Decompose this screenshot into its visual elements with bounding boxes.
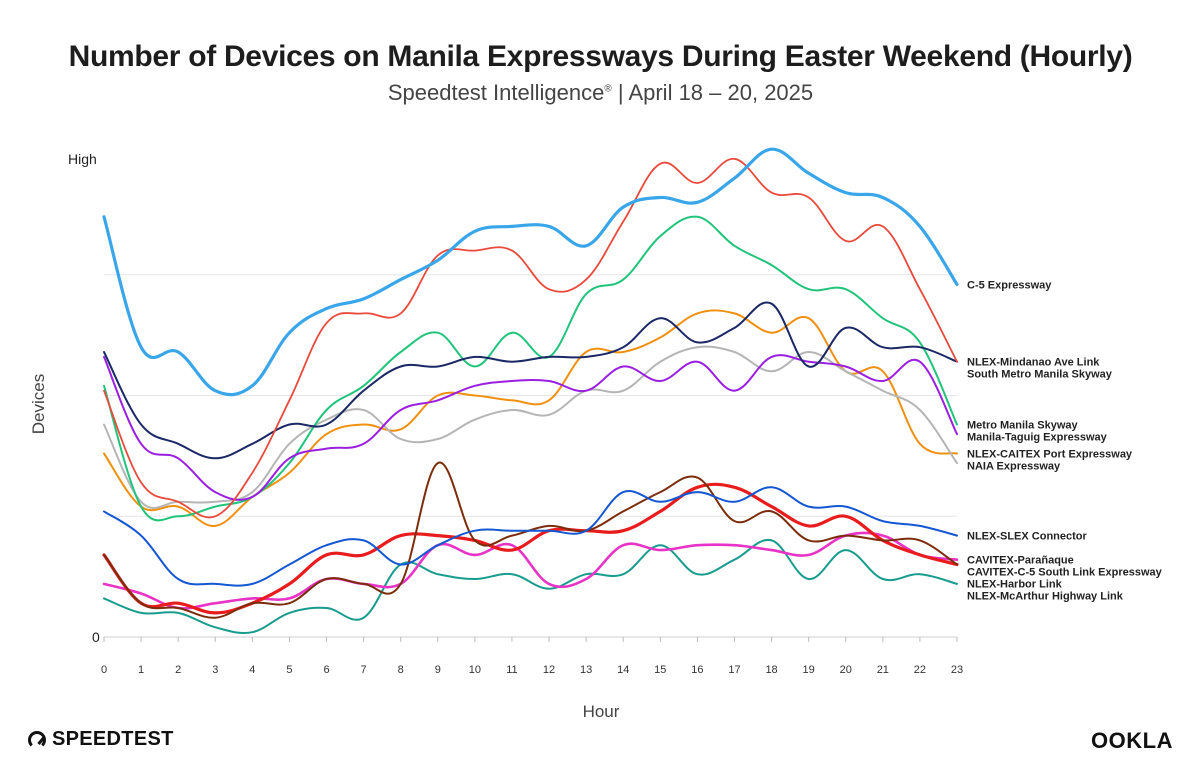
x-tick-label: 23 <box>951 664 963 676</box>
speedtest-gauge-icon <box>28 730 46 749</box>
series-line <box>103 461 958 619</box>
x-tick-label: 3 <box>212 664 218 676</box>
y-axis-label: Devices <box>29 374 48 434</box>
x-tick-label: 1 <box>138 664 144 676</box>
x-tick-label: 8 <box>398 664 404 676</box>
x-tick-label: 5 <box>286 664 292 676</box>
x-tick-label: 6 <box>323 664 329 676</box>
series-line <box>103 538 958 635</box>
x-tick-label: 10 <box>469 664 481 676</box>
series-line <box>103 157 958 519</box>
x-tick-label: 19 <box>803 664 815 676</box>
series-label: NLEX-SLEX Connector <box>967 531 1088 543</box>
series-line <box>103 345 958 509</box>
ookla-logo: OOKLA <box>1091 728 1173 753</box>
series-labels: C-5 Expressway NLEX-Mindanao Ave LinkSout… <box>967 279 1163 602</box>
gridlines <box>104 274 957 638</box>
x-tick-label: 11 <box>506 664 517 676</box>
registered-mark: ® <box>604 83 612 95</box>
x-axis-label: Hour <box>583 702 620 721</box>
series-label: NLEX-Mindanao Ave Link <box>967 357 1100 369</box>
x-tick-label: 16 <box>691 664 703 676</box>
series-line <box>103 486 958 587</box>
x-tick-label: 0 <box>101 664 107 676</box>
x-tick-label: 13 <box>580 664 592 676</box>
series-label: NAIA Expressway <box>967 461 1061 473</box>
series-label: CAVITEX-Parañaque <box>967 555 1074 567</box>
x-tick-label: 14 <box>617 664 629 676</box>
series-label: South Metro Manila Skyway <box>967 369 1113 381</box>
y-tick-zero: 0 <box>92 629 100 645</box>
series-label: C-5 Expressway <box>967 279 1052 291</box>
x-tick-label: 15 <box>654 664 666 676</box>
series-label: NLEX-Harbor Link <box>967 579 1063 591</box>
x-tick-label: 17 <box>728 664 740 676</box>
x-tick-label: 7 <box>361 664 367 676</box>
chart-title: Number of Devices on Manila Expressways … <box>68 40 1133 73</box>
subtitle-dates: | April 18 – 20, 2025 <box>611 80 814 105</box>
subtitle-source: Speedtest Intelligence <box>387 80 605 105</box>
y-tick-high: High <box>68 151 97 167</box>
speedtest-wordmark: SPEEDTEST <box>52 728 174 750</box>
x-tick-label: 12 <box>543 664 555 676</box>
x-tick-label: 18 <box>765 664 777 676</box>
x-tick-label: 21 <box>877 664 889 676</box>
chart-subtitle: Speedtest Intelligence® | April 18 – 20,… <box>0 80 1201 106</box>
speedtest-logo: SPEEDTEST <box>28 728 174 751</box>
series-label: Metro Manila Skyway <box>967 420 1079 432</box>
x-tick-label: 9 <box>435 664 441 676</box>
series-line <box>102 531 959 610</box>
series-label: Manila-Taguig Expressway <box>967 432 1108 444</box>
series-line <box>103 354 958 501</box>
x-tick-label: 4 <box>249 664 255 676</box>
series-label: NLEX-McArthur Highway Link <box>967 591 1124 603</box>
x-axis: 0 1 2 3 4 5 6 7 8 9 10 11 12 13 14 15 16 17 18 19 20 21 22 23 <box>101 637 963 676</box>
x-tick-label: 20 <box>840 664 852 676</box>
series-lines <box>102 147 959 635</box>
series-label: NLEX-CAITEX Port Expressway <box>967 449 1133 461</box>
series-line <box>102 147 959 397</box>
series-line <box>103 309 958 527</box>
x-tick-label: 22 <box>914 664 926 676</box>
x-tick-label: 2 <box>175 664 181 676</box>
series-label: CAVITEX-C-5 South Link Expressway <box>967 567 1163 579</box>
series-line <box>103 215 958 522</box>
series-line <box>103 301 958 460</box>
